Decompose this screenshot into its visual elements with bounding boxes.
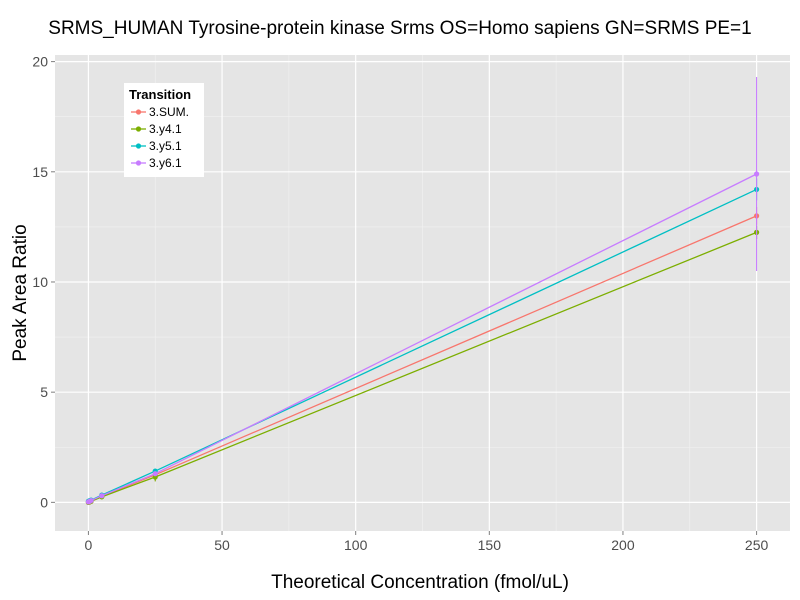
legend-key-point xyxy=(135,143,142,149)
data-point xyxy=(753,171,760,177)
legend-key-point xyxy=(135,160,142,166)
legend-label: 3.y4.1 xyxy=(149,122,182,136)
legend-label: 3.SUM. xyxy=(149,105,189,119)
x-tick-label: 0 xyxy=(85,537,93,553)
legend-key-point xyxy=(135,126,142,132)
x-tick-label: 200 xyxy=(611,537,635,553)
data-point xyxy=(152,471,158,477)
legend-title: Transition xyxy=(129,87,191,102)
legend: Transition 3.SUM. 3.y4.1 3.y5.1 3.y6.1 xyxy=(124,83,204,177)
series-3.y6.1 xyxy=(85,77,760,505)
y-tick-label: 15 xyxy=(32,164,48,180)
grid-major xyxy=(55,55,790,531)
x-axis: 0 50 100 150 200 250 xyxy=(85,531,769,553)
x-tick-label: 50 xyxy=(214,537,230,553)
chart-title: SRMS_HUMAN Tyrosine-protein kinase Srms … xyxy=(48,18,751,39)
data-point xyxy=(88,497,94,504)
legend-label: 3.y6.1 xyxy=(149,156,182,170)
y-axis-title: Peak Area Ratio xyxy=(10,224,31,361)
x-tick-label: 100 xyxy=(344,537,368,553)
x-tick-label: 250 xyxy=(745,537,769,553)
x-tick-label: 150 xyxy=(478,537,502,553)
legend-key-point xyxy=(135,109,142,115)
y-tick-label: 20 xyxy=(32,54,48,70)
data-point xyxy=(99,493,105,499)
y-tick-label: 0 xyxy=(40,494,48,510)
x-axis-title: Theoretical Concentration (fmol/uL) xyxy=(271,572,569,593)
y-tick-label: 5 xyxy=(40,384,48,400)
legend-label: 3.y5.1 xyxy=(149,139,182,153)
y-axis: 0 5 10 15 20 xyxy=(32,54,55,510)
series-layer xyxy=(85,77,760,505)
y-tick-label: 10 xyxy=(32,274,48,290)
